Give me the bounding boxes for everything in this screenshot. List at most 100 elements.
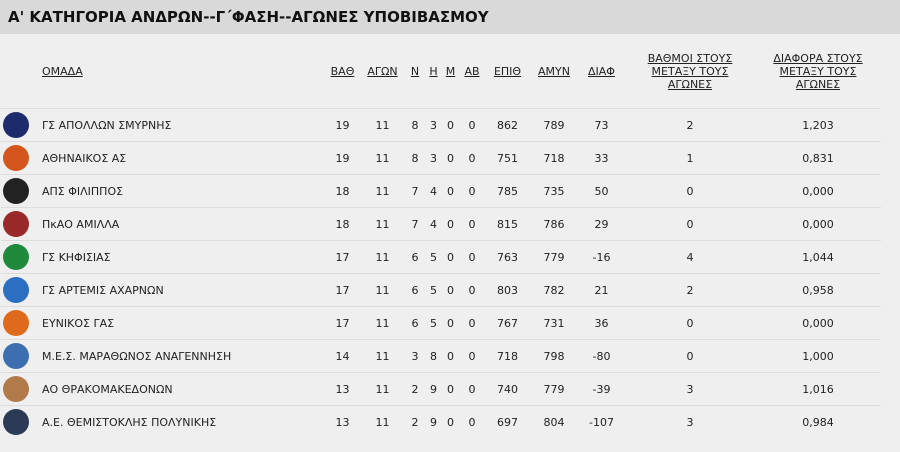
cell-m: 0 <box>442 240 459 274</box>
cell-h2h-pts: 2 <box>625 108 755 142</box>
page-title: Α' ΚΑΤΗΓΟΡΙΑ ΑΝΔΡΩΝ--Γ΄ΦΑΣΗ--ΑΓΩΝΕΣ ΥΠΟΒ… <box>0 0 900 34</box>
team-logo-icon <box>2 244 29 270</box>
cell-diff: -16 <box>578 240 625 274</box>
cell-l: 4 <box>425 174 442 208</box>
cell-ab: 0 <box>459 372 485 406</box>
sort-pa[interactable]: ΑΜΥΝ <box>538 64 570 78</box>
cell-m: 0 <box>442 372 459 406</box>
team-logo-icon <box>2 145 29 171</box>
sort-h2h-pts[interactable]: ΒΑΘΜΟΙ ΣΤΟΥΣ ΜΕΤΑΞΥ ΤΟΥΣ ΑΓΩΝΕΣ <box>647 51 733 91</box>
logo-header <box>1 34 30 109</box>
cell-m: 0 <box>442 339 459 373</box>
cell-pf: 718 <box>485 339 530 373</box>
cell-pf: 763 <box>485 240 530 274</box>
team-logo-icon <box>2 376 29 402</box>
cell-h2h-pts: 4 <box>625 240 755 274</box>
cell-pa: 789 <box>530 108 578 142</box>
cell-pts: 13 <box>325 372 360 406</box>
team-name: ΑΘΗΝΑΙΚΟΣ ΑΣ <box>30 141 325 175</box>
cell-pa: 804 <box>530 405 578 438</box>
cell-h2h-diff: 0,984 <box>755 405 881 438</box>
cell-w: 7 <box>405 207 425 241</box>
sort-team[interactable]: ΟΜΑΔΑ <box>42 64 83 78</box>
table-row: ΑΘΗΝΑΙΚΟΣ ΑΣ 19 11 8 3 0 0 751 718 33 1 0,831 <box>1 141 881 175</box>
cell-pa: 779 <box>530 240 578 274</box>
cell-pts: 19 <box>325 141 360 175</box>
sort-m[interactable]: Μ <box>445 64 456 78</box>
cell-pts: 17 <box>325 273 360 307</box>
table-row: ΓΣ ΑΡΤΕΜΙΣ ΑΧΑΡΝΩΝ 17 11 6 5 0 0 803 782 21 2 0,958 <box>1 273 881 307</box>
cell-diff: -39 <box>578 372 625 406</box>
cell-pa: 786 <box>530 207 578 241</box>
cell-diff: 36 <box>578 306 625 340</box>
cell-m: 0 <box>442 405 459 438</box>
sort-w[interactable]: Ν <box>410 64 420 78</box>
cell-w: 6 <box>405 240 425 274</box>
cell-h2h-pts: 2 <box>625 273 755 307</box>
table-row: ΓΣ ΑΠΟΛΛΩΝ ΣΜΥΡΝΗΣ 19 11 8 3 0 0 862 789 73 2 1,203 <box>1 108 881 142</box>
sort-ab[interactable]: ΑΒ <box>464 64 480 78</box>
cell-l: 5 <box>425 240 442 274</box>
cell-pa: 718 <box>530 141 578 175</box>
cell-l: 9 <box>425 405 442 438</box>
cell-pf: 767 <box>485 306 530 340</box>
cell-l: 4 <box>425 207 442 241</box>
cell-m: 0 <box>442 108 459 142</box>
table-row: Μ.Ε.Σ. ΜΑΡΑΘΩΝΟΣ ΑΝΑΓΕΝΝΗΣΗ 14 11 3 8 0 0 718 79… <box>1 339 881 373</box>
sort-gp[interactable]: ΑΓΩΝ <box>367 64 398 78</box>
cell-diff: -107 <box>578 405 625 438</box>
cell-pf: 740 <box>485 372 530 406</box>
cell-pf: 785 <box>485 174 530 208</box>
cell-diff: 29 <box>578 207 625 241</box>
cell-h2h-pts: 0 <box>625 174 755 208</box>
cell-l: 3 <box>425 108 442 142</box>
cell-w: 2 <box>405 372 425 406</box>
cell-ab: 0 <box>459 240 485 274</box>
cell-h2h-pts: 1 <box>625 141 755 175</box>
team-logo-icon <box>2 409 29 435</box>
cell-gp: 11 <box>360 141 405 175</box>
sort-pts[interactable]: ΒΑΘ <box>330 64 355 78</box>
table-row: ΕΥΝΙΚΟΣ ΓΑΣ 17 11 6 5 0 0 767 731 36 0 0,000 <box>1 306 881 340</box>
cell-m: 0 <box>442 273 459 307</box>
cell-w: 6 <box>405 273 425 307</box>
cell-ab: 0 <box>459 174 485 208</box>
cell-m: 0 <box>442 174 459 208</box>
cell-h2h-pts: 0 <box>625 339 755 373</box>
cell-h2h-pts: 0 <box>625 306 755 340</box>
cell-pf: 815 <box>485 207 530 241</box>
team-name: ΑΠΣ ΦΙΛΙΠΠΟΣ <box>30 174 325 208</box>
cell-h2h-diff: 1,044 <box>755 240 881 274</box>
sort-h2h-diff[interactable]: ΔΙΑΦΟΡΑ ΣΤΟΥΣ ΜΕΤΑΞΥ ΤΟΥΣ ΑΓΩΝΕΣ <box>773 51 863 91</box>
team-name: ΓΣ ΑΠΟΛΛΩΝ ΣΜΥΡΝΗΣ <box>30 108 325 142</box>
cell-ab: 0 <box>459 405 485 438</box>
cell-gp: 11 <box>360 372 405 406</box>
cell-gp: 11 <box>360 174 405 208</box>
cell-gp: 11 <box>360 207 405 241</box>
cell-h2h-diff: 0,000 <box>755 174 881 208</box>
team-name: ΑΟ ΘΡΑΚΟΜΑΚΕΔΟΝΩΝ <box>30 372 325 406</box>
cell-pf: 803 <box>485 273 530 307</box>
cell-ab: 0 <box>459 339 485 373</box>
cell-h2h-diff: 0,958 <box>755 273 881 307</box>
team-name: ΕΥΝΙΚΟΣ ΓΑΣ <box>30 306 325 340</box>
sort-pf[interactable]: ΕΠΙΘ <box>493 64 522 78</box>
cell-l: 5 <box>425 306 442 340</box>
cell-m: 0 <box>442 306 459 340</box>
cell-pa: 779 <box>530 372 578 406</box>
cell-w: 7 <box>405 174 425 208</box>
cell-w: 8 <box>405 108 425 142</box>
cell-h2h-pts: 3 <box>625 372 755 406</box>
cell-ab: 0 <box>459 141 485 175</box>
table-row: ΓΣ ΚΗΦΙΣΙΑΣ 17 11 6 5 0 0 763 779 -16 4 1,044 <box>1 240 881 274</box>
table-row: ΑΠΣ ΦΙΛΙΠΠΟΣ 18 11 7 4 0 0 785 735 50 0 0,000 <box>1 174 881 208</box>
sort-diff[interactable]: ΔΙΑΦ <box>588 64 615 78</box>
cell-ab: 0 <box>459 306 485 340</box>
cell-diff: 50 <box>578 174 625 208</box>
team-logo-icon <box>2 178 29 204</box>
sort-l[interactable]: Η <box>429 64 438 78</box>
team-name: Α.Ε. ΘΕΜΙΣΤΟΚΛΗΣ ΠΟΛΥΝΙΚΗΣ <box>30 405 325 438</box>
cell-gp: 11 <box>360 405 405 438</box>
team-name: ΓΣ ΚΗΦΙΣΙΑΣ <box>30 240 325 274</box>
team-logo-icon <box>2 211 29 237</box>
